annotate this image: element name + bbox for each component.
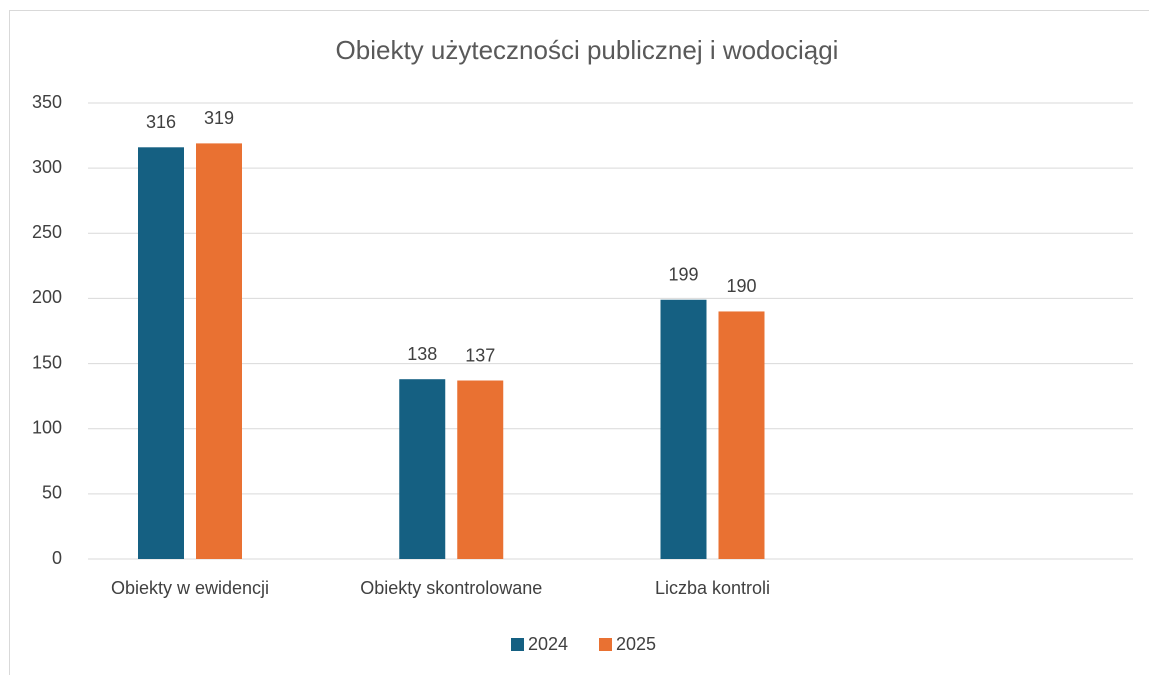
legend-swatch (599, 638, 612, 651)
data-label: 316 (146, 112, 176, 132)
legend-swatch (511, 638, 524, 651)
bar (196, 143, 242, 560)
bar (660, 299, 707, 559)
x-tick-label: Obiekty skontrolowane (360, 578, 542, 598)
bar (718, 311, 765, 559)
y-tick-label: 250 (32, 222, 62, 242)
y-tick-label: 0 (52, 548, 62, 568)
y-tick-label: 100 (32, 417, 62, 437)
x-tick-label: Liczba kontroli (655, 578, 770, 598)
bar (399, 379, 446, 559)
y-tick-label: 350 (32, 92, 62, 112)
legend-label: 2024 (528, 634, 568, 654)
data-label: 319 (204, 108, 234, 128)
bar (138, 147, 184, 559)
x-tick-label: Obiekty w ewidencji (111, 578, 269, 598)
legend-label: 2025 (616, 634, 656, 654)
y-tick-label: 150 (32, 352, 62, 372)
y-tick-label: 200 (32, 287, 62, 307)
chart-title: Obiekty użyteczności publicznej i wodoci… (336, 35, 839, 65)
data-label: 137 (465, 345, 495, 365)
y-tick-label: 50 (42, 483, 62, 503)
data-label: 190 (726, 276, 756, 296)
y-tick-label: 300 (32, 157, 62, 177)
data-label: 199 (668, 264, 698, 284)
bar (457, 380, 504, 559)
data-label: 138 (407, 344, 437, 364)
